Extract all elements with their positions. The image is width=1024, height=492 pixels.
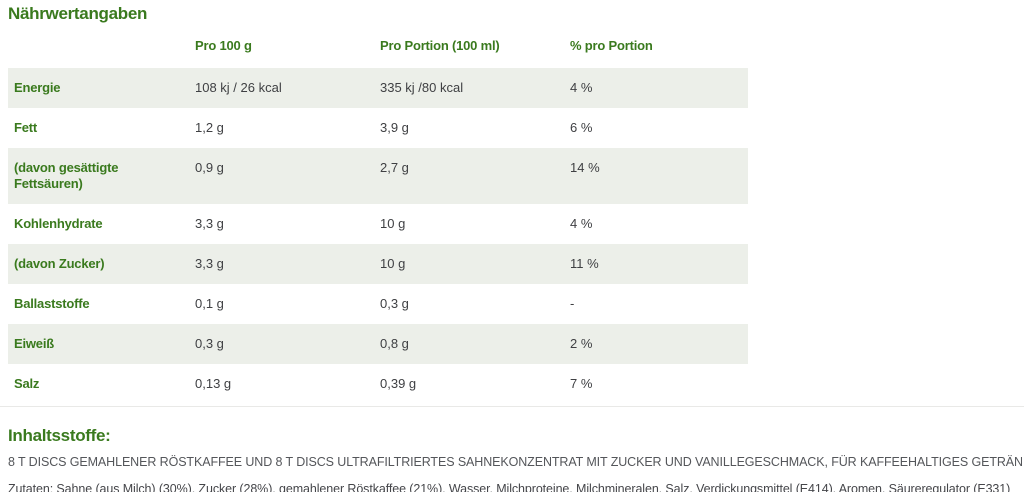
- table-row: Ballaststoffe 0,1 g 0,3 g -: [8, 284, 748, 324]
- nutrition-panel: Nährwertangaben Pro 100 g Pro Portion (1…: [8, 4, 748, 404]
- ingredients-description: 8 T DISCS GEMAHLENER RÖSTKAFFEE UND 8 T …: [8, 455, 1024, 469]
- value-per-100g: 3,3 g: [195, 216, 224, 231]
- row-label: Eiweiß: [14, 336, 54, 351]
- value-per-100g: 0,3 g: [195, 336, 224, 351]
- value-per-portion: 3,9 g: [380, 120, 409, 135]
- value-per-portion: 0,3 g: [380, 296, 409, 311]
- table-row: (davon gesättigte Fettsäuren) 0,9 g 2,7 …: [8, 148, 748, 204]
- value-per-100g: 0,13 g: [195, 376, 232, 391]
- row-label: Energie: [14, 80, 61, 95]
- value-per-portion: 10 g: [380, 216, 406, 231]
- value-percent-portion: 4 %: [570, 80, 593, 95]
- value-per-100g: 108 kj / 26 kcal: [195, 80, 282, 95]
- ingredients-heading: Inhaltsstoffe:: [8, 426, 111, 445]
- column-header-percent-portion: % pro Portion: [570, 38, 653, 53]
- row-label: (davon gesättigte Fettsäuren): [14, 160, 119, 191]
- row-label: Kohlenhydrate: [14, 216, 103, 231]
- value-per-100g: 3,3 g: [195, 256, 224, 271]
- row-label: Ballaststoffe: [14, 296, 90, 311]
- row-label: Fett: [14, 120, 38, 135]
- table-row: Eiweiß 0,3 g 0,8 g 2 %: [8, 324, 748, 364]
- column-header-empty: [8, 38, 195, 68]
- page-title: Nährwertangaben: [8, 4, 148, 23]
- value-per-100g: 0,1 g: [195, 296, 224, 311]
- table-row: Salz 0,13 g 0,39 g 7 %: [8, 364, 748, 404]
- value-percent-portion: 2 %: [570, 336, 593, 351]
- value-percent-portion: -: [570, 296, 575, 311]
- table-row: Fett 1,2 g 3,9 g 6 %: [8, 108, 748, 148]
- table-row: (davon Zucker) 3,3 g 10 g 11 %: [8, 244, 748, 284]
- section-divider: [0, 406, 1024, 407]
- value-percent-portion: 11 %: [570, 256, 599, 271]
- value-per-portion: 2,7 g: [380, 160, 409, 175]
- row-label: Salz: [14, 376, 40, 391]
- row-label: (davon Zucker): [14, 256, 105, 271]
- value-per-portion: 335 kj /80 kcal: [380, 80, 464, 95]
- column-header-per-100g: Pro 100 g: [195, 38, 252, 53]
- table-row: Energie 108 kj / 26 kcal 335 kj /80 kcal…: [8, 68, 748, 108]
- value-per-100g: 0,9 g: [195, 160, 224, 175]
- value-per-portion: 0,8 g: [380, 336, 409, 351]
- value-per-100g: 1,2 g: [195, 120, 224, 135]
- table-header-row: Pro 100 g Pro Portion (100 ml) % pro Por…: [8, 38, 748, 68]
- table-row: Kohlenhydrate 3,3 g 10 g 4 %: [8, 204, 748, 244]
- nutrition-table: Pro 100 g Pro Portion (100 ml) % pro Por…: [8, 38, 748, 404]
- value-percent-portion: 6 %: [570, 120, 593, 135]
- value-percent-portion: 7 %: [570, 376, 593, 391]
- value-per-portion: 0,39 g: [380, 376, 417, 391]
- value-percent-portion: 4 %: [570, 216, 593, 231]
- value-percent-portion: 14 %: [570, 160, 600, 175]
- column-header-per-portion: Pro Portion (100 ml): [380, 38, 500, 53]
- ingredients-list: Zutaten: Sahne (aus Milch) (30%), Zucker…: [8, 482, 1011, 492]
- value-per-portion: 10 g: [380, 256, 406, 271]
- ingredients-section: Inhaltsstoffe: 8 T DISCS GEMAHLENER RÖST…: [0, 407, 1024, 492]
